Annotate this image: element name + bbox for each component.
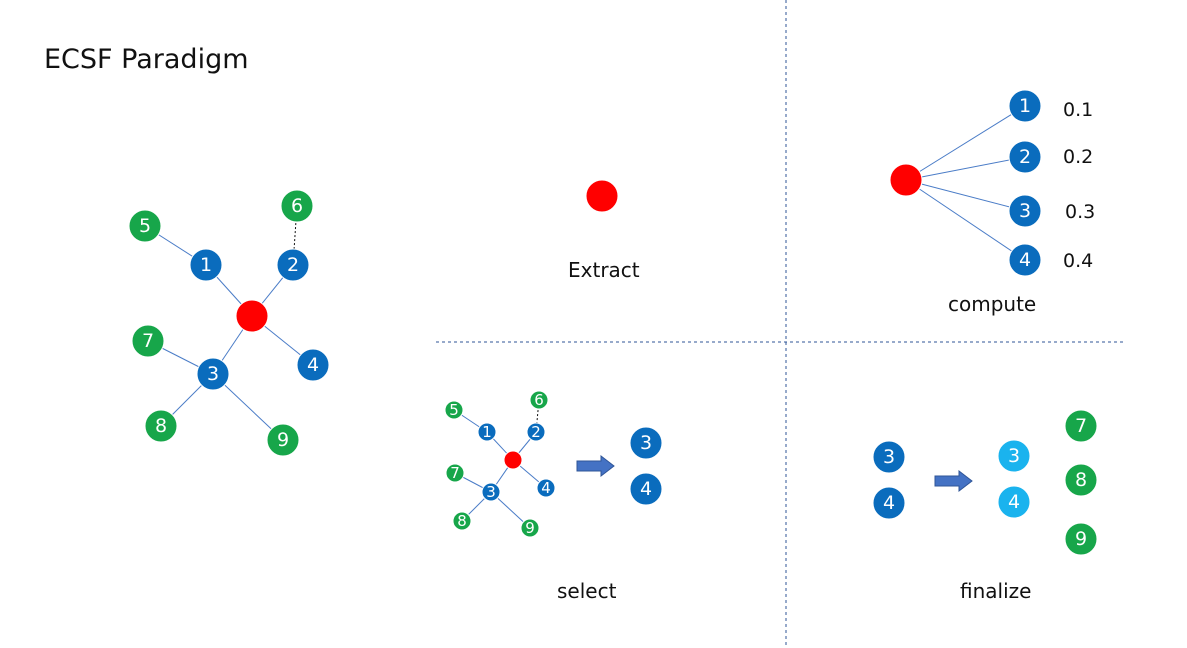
page-title: ECSF Paradigm <box>44 44 249 75</box>
mini-node-4-label: 4 <box>541 479 551 497</box>
mini-node-1-label: 1 <box>482 423 492 441</box>
node-4-label: 4 <box>307 354 319 376</box>
compute-node-2-label: 2 <box>1019 146 1031 168</box>
selected-node-3-label: 3 <box>640 432 652 454</box>
mini-node-7: 7 <box>445 463 465 483</box>
finalize-input-node-3: 3 <box>872 440 906 474</box>
node-2: 2 <box>276 248 310 282</box>
finalize-arrow-icon <box>934 469 973 493</box>
compute-panel: 1 2 3 4 0.1 0.2 0.3 0.4 <box>889 89 1095 277</box>
finalize-added-node-7: 7 <box>1064 409 1098 443</box>
selected-node-3: 3 <box>629 426 663 460</box>
node-5-label: 5 <box>139 215 151 237</box>
mini-node-2: 2 <box>526 422 546 442</box>
node-7-label: 7 <box>142 330 154 352</box>
finalize-output-node-4-label: 4 <box>1008 491 1020 513</box>
compute-anchor-node <box>889 163 923 197</box>
finalize-added-node-8: 8 <box>1064 463 1098 497</box>
compute-edge-4 <box>905 179 1026 261</box>
node-4: 4 <box>296 348 330 382</box>
score-4: 0.4 <box>1063 250 1093 272</box>
node-9: 9 <box>266 423 300 457</box>
finalize-added-node-9: 9 <box>1064 522 1098 556</box>
compute-node-3: 3 <box>1008 194 1042 228</box>
finalize-added-node-7-label: 7 <box>1075 415 1087 437</box>
mini-node-3-label: 3 <box>486 483 496 501</box>
node-8-label: 8 <box>155 415 167 437</box>
mini-node-9: 9 <box>520 518 540 538</box>
finalize-added-node-8-label: 8 <box>1075 469 1087 491</box>
node-8: 8 <box>144 409 178 443</box>
mini-node-3: 3 <box>481 482 501 502</box>
compute-node-1-label: 1 <box>1019 95 1031 117</box>
finalize-output-node-3: 3 <box>997 439 1031 473</box>
node-2-label: 2 <box>287 254 299 276</box>
mini-node-6-label: 6 <box>534 391 544 409</box>
compute-edge-2 <box>905 156 1026 181</box>
mini-node-9-label: 9 <box>525 519 535 537</box>
select-arrow-icon <box>576 454 615 478</box>
finalize-input-node-3-label: 3 <box>883 446 895 468</box>
selected-node-4-label: 4 <box>640 478 652 500</box>
node-5: 5 <box>128 209 162 243</box>
node-6: 6 <box>280 189 314 223</box>
score-2: 0.2 <box>1063 146 1093 168</box>
mini-node-5: 5 <box>444 400 464 420</box>
mini-node-1: 1 <box>477 422 497 442</box>
node-9-label: 9 <box>277 429 289 451</box>
score-3: 0.3 <box>1065 201 1095 223</box>
compute-node-3-label: 3 <box>1019 200 1031 222</box>
compute-node-4: 4 <box>1008 243 1042 277</box>
finalize-input-node-4: 4 <box>872 486 906 520</box>
extract-label: Extract <box>568 258 640 282</box>
mini-node-7-label: 7 <box>450 464 460 482</box>
mini-anchor-node <box>503 450 523 470</box>
finalize-input-node-4-label: 4 <box>883 492 895 514</box>
finalize-output-node-3-label: 3 <box>1008 445 1020 467</box>
node-1-label: 1 <box>200 254 212 276</box>
mini-node-4: 4 <box>536 478 556 498</box>
mini-node-8-label: 8 <box>457 512 467 530</box>
compute-node-1: 1 <box>1008 89 1042 123</box>
compute-node-4-label: 4 <box>1019 249 1031 271</box>
finalize-output-node-4: 4 <box>997 485 1031 519</box>
main-graph: 1 2 3 4 5 6 7 8 9 <box>128 189 330 457</box>
mini-node-5-label: 5 <box>449 401 459 419</box>
compute-edge-1 <box>905 105 1026 181</box>
finalize-added-node-9-label: 9 <box>1075 528 1087 550</box>
select-mini-graph: 1 2 3 4 5 6 7 8 9 <box>444 390 556 538</box>
compute-node-2: 2 <box>1008 140 1042 174</box>
compute-edge-3 <box>905 179 1026 212</box>
compute-label: compute <box>948 292 1037 316</box>
mini-node-6: 6 <box>529 390 549 410</box>
node-1: 1 <box>189 248 223 282</box>
extract-anchor-node <box>585 179 619 213</box>
node-7: 7 <box>131 324 165 358</box>
node-6-label: 6 <box>291 195 303 217</box>
node-3: 3 <box>196 357 230 391</box>
finalize-label: finalize <box>960 579 1032 603</box>
selected-node-4: 4 <box>629 472 663 506</box>
mini-node-2-label: 2 <box>531 423 541 441</box>
node-3-label: 3 <box>207 363 219 385</box>
anchor-node <box>235 299 269 333</box>
score-1: 0.1 <box>1063 99 1093 121</box>
select-label: select <box>557 579 617 603</box>
mini-node-8: 8 <box>452 511 472 531</box>
